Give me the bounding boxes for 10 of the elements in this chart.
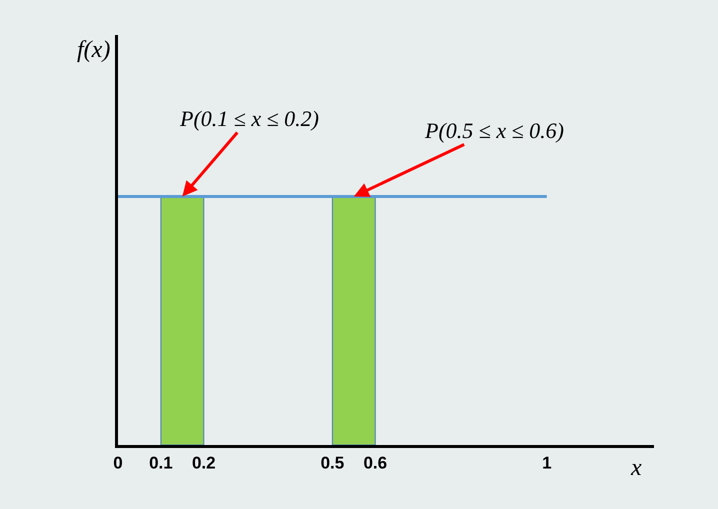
annotation: P(0.5 ≤ x ≤ 0.6) — [424, 118, 564, 143]
x-tick-label: 0.6 — [363, 453, 388, 472]
x-axis-title: x — [630, 455, 642, 481]
text: f(x) — [77, 37, 110, 63]
x-tick-label: 0.1 — [149, 453, 173, 472]
x-tick-label: 0.5 — [320, 453, 344, 472]
annotation: P(0.1 ≤ x ≤ 0.2) — [179, 106, 320, 131]
x-tick-label: 1 — [542, 453, 552, 472]
x-tick-label: 0.2 — [192, 453, 216, 472]
x-tick-label: 0 — [113, 453, 123, 472]
